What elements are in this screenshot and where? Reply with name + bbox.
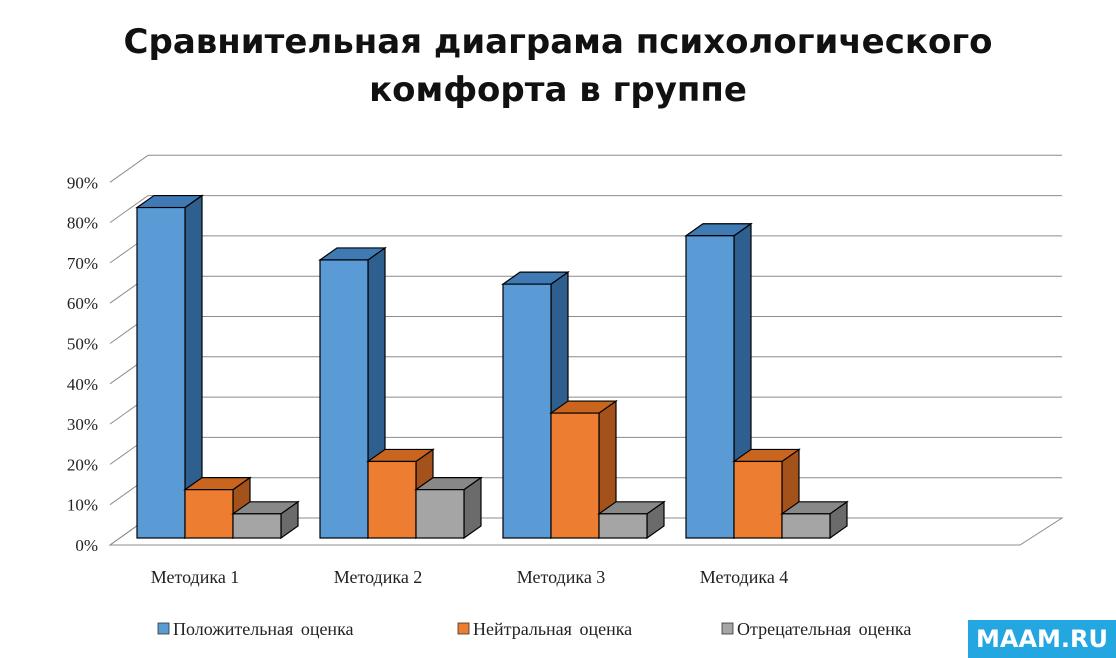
bar-1-4 [685, 235, 735, 539]
x-tick-label: Методика 2 [334, 567, 423, 587]
bar-1-3 [502, 283, 552, 539]
bar-3-4 [781, 513, 831, 539]
legend-label-2: Нейтральная оценка [473, 619, 632, 639]
x-tick-label: Методика 1 [151, 567, 240, 587]
chart-title-line-1: Сравнительная диаграма психологического [123, 22, 993, 62]
legend-swatch-3 [721, 622, 734, 635]
watermark-logo: MAAM.RU [968, 620, 1116, 658]
y-tick-label: 50% [67, 335, 98, 354]
legend-swatch-2 [457, 622, 470, 635]
gridline-side [109, 195, 149, 224]
bar-3-2 [415, 489, 465, 539]
y-tick-label: 0% [75, 536, 98, 555]
legend-label-1: Положительная оценка [173, 619, 354, 639]
bar-2-3 [550, 412, 600, 539]
y-tick-label: 80% [67, 214, 98, 233]
bar-3-1 [232, 513, 282, 539]
x-tick-label: Методика 4 [700, 567, 789, 587]
y-tick-label: 90% [67, 173, 98, 192]
y-tick-label: 30% [67, 415, 98, 434]
bar-2-4 [733, 460, 783, 539]
y-tick-label: 60% [67, 294, 98, 313]
chart-floor [108, 517, 1064, 546]
bar-1-2 [319, 259, 369, 539]
chart-title-line-2: комфорта в группе [369, 70, 747, 110]
bar-1-1 [136, 206, 186, 539]
legend-swatch-1 [157, 622, 170, 635]
bar-2-1 [184, 489, 234, 539]
bar-2-2 [367, 460, 417, 539]
gridline-side [109, 154, 149, 183]
y-tick-label: 40% [67, 375, 98, 394]
chart-title: Сравнительная диаграма психологического … [0, 18, 1116, 114]
x-tick-label: Методика 3 [517, 567, 606, 587]
y-tick-label: 10% [67, 496, 98, 515]
bar-3-3 [598, 513, 648, 539]
y-tick-label: 70% [67, 254, 98, 273]
legend-label-3: Отрецательная оценка [737, 619, 911, 639]
y-tick-label: 20% [67, 455, 98, 474]
